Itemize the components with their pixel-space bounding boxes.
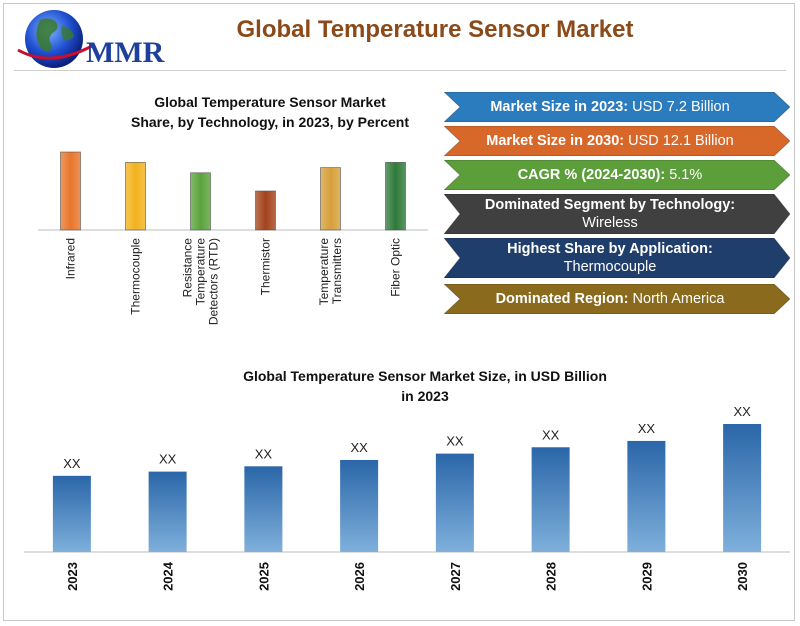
highlight-label: Dominated Region: — [495, 291, 629, 307]
arrow-shape — [444, 160, 790, 190]
globe-icon — [17, 10, 93, 68]
page-title: Global Temperature Sensor Market — [236, 16, 634, 43]
highlight-text: Dominated Region: North America — [458, 284, 762, 314]
highlight-item: Dominated Segment by Technology: Wireless — [444, 194, 790, 234]
highlight-label: Highest Share by Application: — [507, 241, 713, 257]
highlight-text: Market Size in 2030: USD 12.1 Billion — [458, 126, 762, 156]
highlight-label: Market Size in 2023: — [490, 99, 629, 115]
highlight-item: CAGR % (2024-2030): 5.1% — [444, 160, 790, 190]
highlight-value: USD 12.1 Billion — [624, 133, 734, 149]
chart2-title: Global Temperature Sensor Market Size, i… — [190, 366, 660, 406]
highlight-text: Dominated Segment by Technology: Wireless — [458, 194, 762, 234]
highlight-label: CAGR % (2024-2030): — [517, 167, 666, 183]
header-divider — [14, 70, 786, 71]
arrow-shape — [444, 92, 790, 122]
highlight-label: Dominated Segment by Technology: — [484, 197, 736, 213]
mmr-logo: MMR — [10, 6, 170, 72]
highlight-label: Market Size in 2030: — [486, 133, 625, 149]
highlight-item: Market Size in 2030: USD 12.1 Billion — [444, 126, 790, 156]
highlight-value: Thermocouple — [563, 259, 657, 275]
highlight-value: Wireless — [582, 215, 638, 231]
highlight-item: Highest Share by Application: Thermocoupl… — [444, 238, 790, 278]
arrow-shape — [444, 284, 790, 314]
highlight-value: North America — [628, 291, 725, 307]
highlight-value: USD 7.2 Billion — [628, 99, 730, 115]
highlight-text: CAGR % (2024-2030): 5.1% — [458, 160, 762, 190]
arrow-shape — [444, 194, 790, 234]
highlight-text: Market Size in 2023: USD 7.2 Billion — [458, 92, 762, 122]
infographic-frame — [3, 3, 795, 621]
chart1-title-line2: Share, by Technology, in 2023, by Percen… — [130, 114, 410, 130]
chart2-title-line1: Global Temperature Sensor Market Size, i… — [243, 368, 607, 384]
highlight-item: Dominated Region: North America — [444, 284, 790, 314]
highlight-item: Market Size in 2023: USD 7.2 Billion — [444, 92, 790, 122]
chart2-title-line2: in 2023 — [401, 388, 449, 404]
highlight-text: Highest Share by Application: Thermocoupl… — [458, 238, 762, 278]
chart1-title-line1: Global Temperature Sensor Market — [154, 94, 386, 110]
logo-text: MMR — [86, 36, 165, 69]
arrow-shape — [444, 126, 790, 156]
arrow-shape — [444, 238, 790, 278]
highlight-value: 5.1% — [665, 167, 703, 183]
chart1-title: Global Temperature Sensor Market Share, … — [100, 92, 440, 132]
